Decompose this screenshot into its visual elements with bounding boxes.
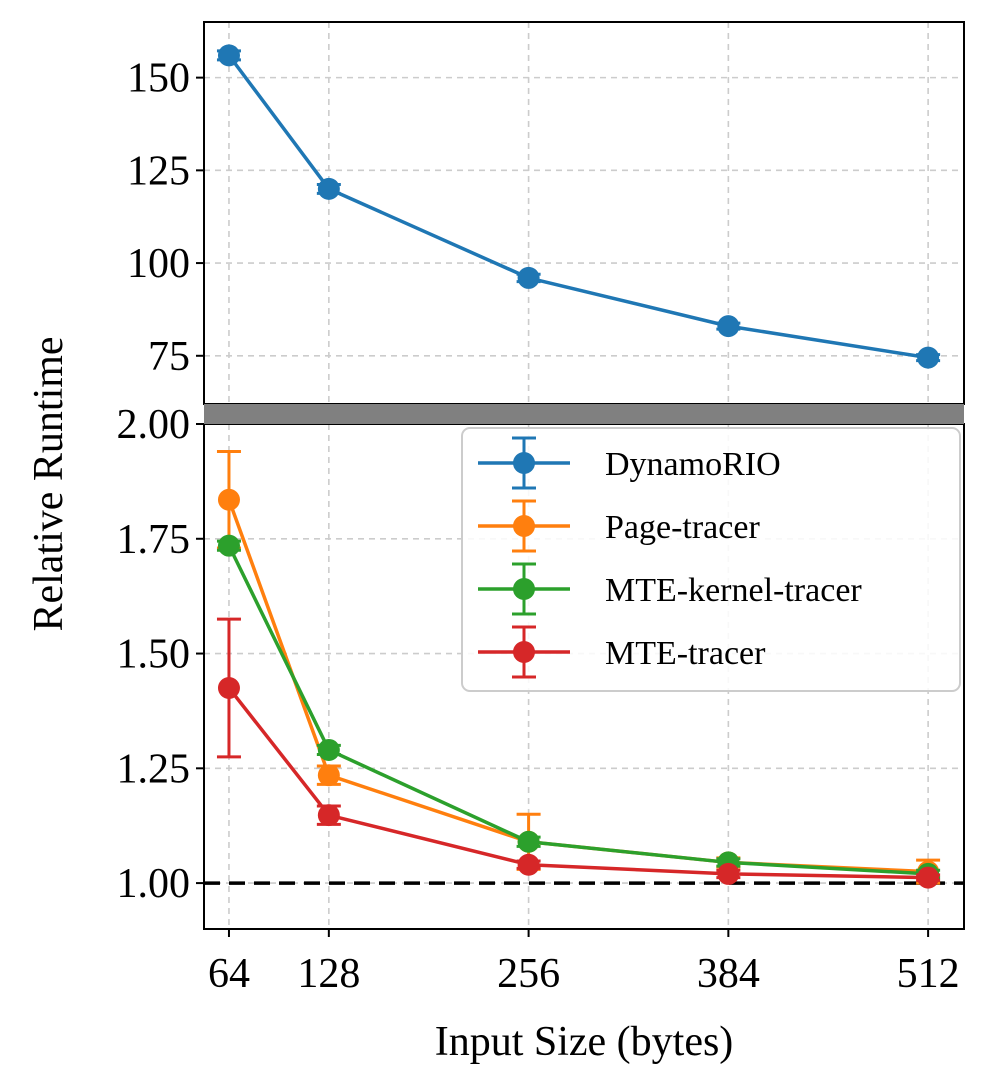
data-point-mte-kernel-tracer [517, 830, 540, 853]
data-point-dynamorio [517, 266, 540, 289]
legend-marker-dynamorio [513, 452, 535, 474]
y-axis-label: Relative Runtime [26, 336, 72, 631]
x-axis-label: Input Size (bytes) [435, 1019, 734, 1065]
upper-y-tick-label: 100 [127, 241, 190, 287]
legend-marker-mte-tracer [513, 641, 535, 663]
data-point-dynamorio [917, 346, 940, 369]
upper-y-tick-label: 150 [127, 56, 190, 102]
upper-y-ticks: 75 100 125 150 [127, 56, 204, 380]
legend-marker-page-tracer [513, 515, 535, 537]
legend-label-mte-tracer: MTE-tracer [605, 635, 766, 672]
x-tick-label: 64 [208, 951, 250, 997]
data-point-page-tracer [317, 764, 340, 787]
data-point-mte-tracer [517, 853, 540, 876]
data-point-mte-kernel-tracer [217, 534, 240, 557]
data-point-dynamorio [217, 44, 240, 67]
lower-y-tick-label: 2.00 [117, 402, 191, 448]
x-tick-label: 512 [897, 951, 960, 997]
legend-item-mte-kernel-tracer: MTE-kernel-tracer [478, 562, 862, 616]
data-point-dynamorio [317, 177, 340, 200]
upper-y-tick-label: 125 [127, 148, 190, 194]
legend-items: DynamoRIO Page-tracer MTE-kernel-tracer MTE… [478, 436, 862, 679]
data-point-dynamorio [717, 315, 740, 338]
data-point-mte-tracer [717, 862, 740, 885]
legend-item-dynamorio: DynamoRIO [478, 436, 781, 490]
upper-series [216, 44, 941, 369]
data-point-mte-tracer [217, 676, 240, 699]
lower-y-tick-label: 1.75 [117, 517, 191, 563]
legend-item-mte-tracer: MTE-tracer [478, 625, 766, 679]
lower-y-tick-label: 1.25 [117, 746, 191, 792]
data-point-mte-tracer [317, 804, 340, 827]
x-tick-label: 256 [497, 951, 560, 997]
lower-y-tick-label: 1.50 [117, 632, 191, 678]
legend-label-dynamorio: DynamoRIO [605, 446, 781, 483]
legend-marker-mte-kernel-tracer [513, 578, 535, 600]
lower-series [216, 450, 941, 889]
lower-y-ticks: 1.00 1.25 1.50 1.75 2.00 [117, 402, 204, 907]
legend-label-page-tracer: Page-tracer [605, 509, 760, 546]
data-point-mte-kernel-tracer [317, 738, 340, 761]
series-line-dynamorio [227, 54, 929, 360]
series-dynamorio [216, 44, 941, 369]
series-mte-tracer [216, 617, 941, 889]
x-tick-label: 128 [297, 951, 360, 997]
x-tick-label: 384 [697, 951, 760, 997]
data-point-mte-tracer [917, 866, 940, 889]
legend-item-page-tracer: Page-tracer [478, 499, 760, 553]
legend-label-mte-kernel-tracer: MTE-kernel-tracer [605, 572, 862, 609]
upper-grid [204, 22, 964, 404]
lower-y-tick-label: 1.00 [117, 861, 191, 907]
legend: DynamoRIO Page-tracer MTE-kernel-tracer MTE… [461, 427, 961, 692]
upper-y-tick-label: 75 [148, 334, 190, 380]
data-point-page-tracer [217, 488, 240, 511]
x-ticks: 64 128 256 384 512 [208, 929, 960, 997]
legend-box [461, 427, 961, 692]
axis-break-band [204, 404, 964, 424]
